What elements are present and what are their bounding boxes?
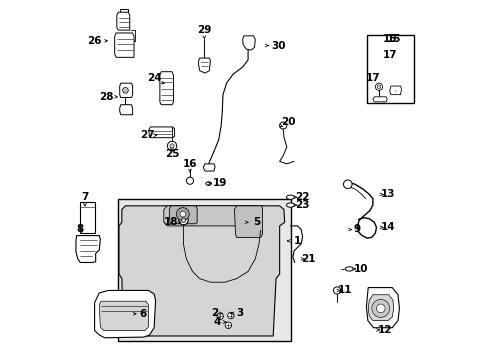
- Polygon shape: [198, 58, 210, 73]
- Circle shape: [227, 312, 234, 319]
- Polygon shape: [76, 235, 100, 262]
- Polygon shape: [366, 288, 399, 328]
- Text: 8: 8: [76, 225, 83, 234]
- Text: 14: 14: [380, 222, 394, 232]
- Polygon shape: [94, 291, 155, 338]
- Text: 28: 28: [99, 92, 113, 102]
- Text: 27: 27: [140, 130, 154, 140]
- Text: 26: 26: [87, 36, 102, 46]
- Text: 16: 16: [183, 159, 197, 169]
- Circle shape: [376, 85, 380, 89]
- Text: 3: 3: [236, 309, 244, 318]
- Text: 11: 11: [337, 285, 351, 296]
- Circle shape: [333, 287, 340, 294]
- Text: 7: 7: [81, 192, 88, 202]
- Text: 6: 6: [140, 309, 147, 319]
- Text: 21: 21: [301, 254, 315, 264]
- Ellipse shape: [345, 267, 352, 271]
- Ellipse shape: [239, 220, 249, 225]
- Polygon shape: [99, 301, 148, 330]
- Text: 29: 29: [197, 25, 211, 35]
- Bar: [120, 9, 128, 12]
- Polygon shape: [120, 83, 132, 98]
- Polygon shape: [117, 12, 129, 30]
- Circle shape: [181, 218, 185, 222]
- Polygon shape: [160, 72, 173, 105]
- Text: 15: 15: [383, 35, 397, 44]
- Text: 22: 22: [295, 192, 309, 202]
- Text: 18: 18: [163, 217, 178, 227]
- Polygon shape: [169, 206, 197, 224]
- Ellipse shape: [286, 195, 294, 199]
- Text: 20: 20: [281, 117, 295, 127]
- Circle shape: [169, 144, 174, 148]
- Text: 15: 15: [386, 35, 401, 44]
- Ellipse shape: [286, 203, 294, 207]
- Text: 12: 12: [377, 325, 391, 335]
- Circle shape: [375, 83, 382, 90]
- Bar: [118, 199, 290, 341]
- Polygon shape: [242, 36, 255, 50]
- Text: 9: 9: [353, 225, 360, 234]
- Text: 13: 13: [380, 189, 394, 199]
- Circle shape: [176, 208, 189, 221]
- Polygon shape: [115, 33, 134, 57]
- Bar: [366, 35, 413, 103]
- Circle shape: [179, 216, 188, 225]
- Text: 17: 17: [383, 50, 397, 60]
- Text: 1: 1: [293, 236, 301, 246]
- Polygon shape: [372, 97, 386, 102]
- Circle shape: [122, 87, 128, 93]
- Circle shape: [217, 313, 223, 319]
- Circle shape: [186, 177, 193, 184]
- Text: 23: 23: [295, 200, 309, 210]
- Text: 19: 19: [212, 178, 227, 188]
- Text: 4: 4: [213, 317, 221, 327]
- Polygon shape: [149, 127, 174, 138]
- Circle shape: [343, 180, 351, 189]
- Text: 5: 5: [253, 217, 260, 227]
- Polygon shape: [119, 206, 284, 336]
- Polygon shape: [163, 206, 260, 226]
- Circle shape: [224, 322, 231, 328]
- Text: 10: 10: [353, 264, 367, 274]
- Polygon shape: [389, 86, 401, 95]
- Polygon shape: [367, 295, 393, 320]
- Circle shape: [180, 211, 185, 217]
- Polygon shape: [203, 164, 215, 171]
- Polygon shape: [234, 206, 262, 237]
- Text: 25: 25: [164, 149, 179, 159]
- Text: 30: 30: [271, 41, 285, 50]
- Polygon shape: [120, 105, 132, 115]
- Circle shape: [279, 122, 286, 129]
- Text: 2: 2: [211, 309, 218, 318]
- Text: 17: 17: [365, 73, 379, 83]
- Circle shape: [371, 300, 389, 318]
- Text: 24: 24: [147, 73, 162, 83]
- Bar: [80, 202, 94, 233]
- Ellipse shape: [205, 182, 211, 185]
- Circle shape: [167, 141, 176, 150]
- Circle shape: [376, 304, 384, 313]
